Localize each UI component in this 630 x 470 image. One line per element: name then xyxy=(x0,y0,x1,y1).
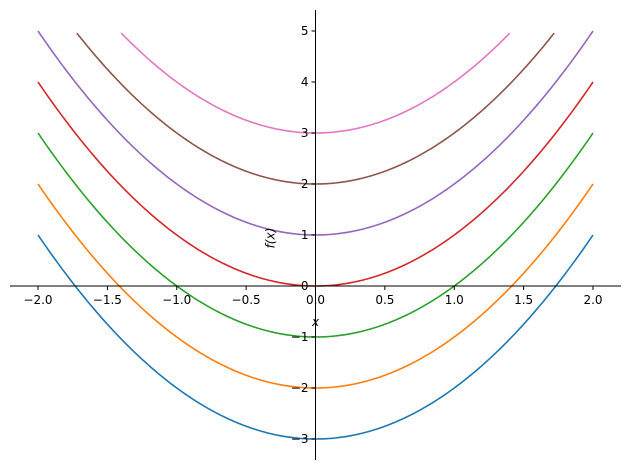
y-tick-label: −3 xyxy=(291,432,309,446)
y-tick-label: 5 xyxy=(301,24,309,38)
y-tick-label: 1 xyxy=(301,228,309,242)
x-tick-label: −1.5 xyxy=(93,293,122,307)
x-axis-label: x xyxy=(311,315,320,329)
x-tick-label: 1.5 xyxy=(514,293,533,307)
y-tick-label: −2 xyxy=(291,381,309,395)
y-tick-label: 3 xyxy=(301,126,309,140)
x-tick-label: 0.0 xyxy=(306,293,325,307)
y-tick-label: 2 xyxy=(301,177,309,191)
x-tick-label: 0.5 xyxy=(375,293,394,307)
y-axis-label: f(x) xyxy=(264,228,278,249)
x-tick-label: −0.5 xyxy=(232,293,261,307)
y-tick-label: −1 xyxy=(291,330,309,344)
x-tick-label: 2.0 xyxy=(583,293,602,307)
y-tick-label: 4 xyxy=(301,75,309,89)
y-tick-label: 0 xyxy=(301,279,309,293)
x-tick-label: −1.0 xyxy=(162,293,191,307)
x-ticks-group: −2.0 −1.5 −1.0 −0.5 0.0 0.5 1.0 1.5 2.0 xyxy=(23,286,603,307)
x-tick-label: 1.0 xyxy=(445,293,464,307)
x-tick-label: −2.0 xyxy=(23,293,52,307)
y-ticks-group: −3 −2 −1 0 1 2 3 4 5 xyxy=(291,24,316,446)
